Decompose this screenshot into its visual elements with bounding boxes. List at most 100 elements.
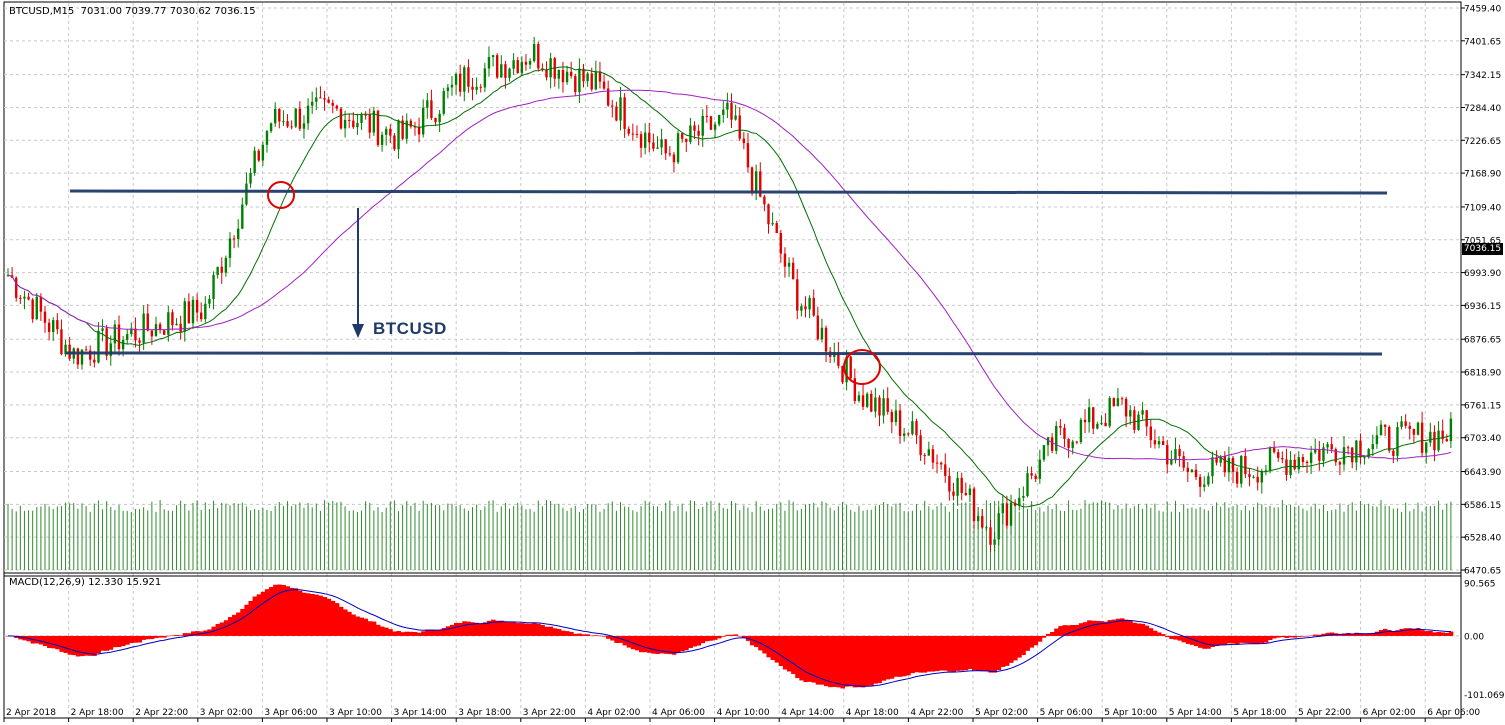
macd-histogram-bar: [1152, 630, 1158, 636]
candle-body: [319, 97, 322, 99]
candle-body: [183, 301, 186, 332]
candle-body: [1412, 428, 1416, 435]
candle-body: [487, 57, 491, 69]
macd-histogram-bar: [388, 629, 393, 636]
price-tick-label: 7342.15: [1464, 71, 1501, 81]
candle-body: [1363, 457, 1366, 459]
candle-body: [927, 449, 931, 456]
candle-body: [60, 329, 63, 355]
candle-body: [1059, 425, 1062, 428]
macd-histogram-bar: [454, 622, 459, 636]
macd-histogram-bar: [392, 631, 397, 636]
time-tick-label: 2 Apr 2018: [6, 708, 56, 718]
candle-body: [1252, 476, 1255, 478]
candle-body: [1161, 441, 1165, 446]
candle-body: [693, 125, 696, 131]
macd-histogram-bar: [1383, 628, 1388, 636]
candle-body: [804, 306, 807, 310]
price-tick-label: 7051.65: [1464, 236, 1501, 246]
macd-histogram-bar: [47, 635, 52, 648]
candle-body: [750, 167, 754, 191]
macd-histogram-bar: [1115, 618, 1121, 636]
candle-body: [1326, 444, 1329, 448]
candle-body: [1034, 475, 1037, 479]
macd-histogram-bar: [412, 631, 418, 636]
candle-body: [783, 253, 787, 267]
macd-histogram-bar: [67, 635, 73, 655]
candle-body: [648, 132, 651, 143]
macd-histogram-bar: [926, 635, 932, 672]
time-tick-label: 2 Apr 22:00: [135, 708, 188, 718]
macd-histogram-bar: [1341, 633, 1347, 636]
macd-histogram-bar: [1148, 628, 1154, 636]
time-tick-label: 5 Apr 02:00: [975, 708, 1028, 718]
candle-body: [171, 312, 174, 326]
macd-histogram-bar: [1045, 633, 1051, 636]
support-level-line[interactable]: [65, 351, 1383, 356]
candle-body: [409, 120, 413, 127]
macd-histogram-bar: [770, 635, 776, 660]
macd-histogram-bar: [363, 618, 369, 636]
macd-histogram-bar: [1156, 632, 1162, 636]
candle-body: [389, 128, 392, 136]
time-tick-label: 4 Apr 14:00: [781, 708, 834, 718]
candle-body: [261, 144, 265, 161]
candle-body: [989, 527, 992, 545]
macd-histogram-bar: [741, 635, 747, 638]
macd-axis: 90.565 0.00 -101.069: [1464, 580, 1505, 702]
macd-histogram-bar: [1259, 635, 1265, 644]
candle-body: [602, 81, 606, 89]
candle-body: [442, 91, 445, 114]
macd-histogram-bar: [1448, 631, 1454, 636]
macd-histogram-bar: [544, 626, 549, 636]
candle-body: [191, 299, 195, 324]
macd-histogram-bar: [614, 635, 619, 643]
macd-histogram-bar: [425, 629, 430, 636]
candle-body: [849, 356, 852, 379]
macd-histogram-bar: [565, 631, 570, 636]
macd-histogram-bar: [1185, 635, 1191, 644]
resistance-level-line[interactable]: [69, 189, 1388, 195]
candle-body: [1268, 447, 1272, 471]
candle-body: [878, 397, 881, 416]
candle-body: [915, 421, 918, 436]
candle-body: [590, 73, 593, 90]
macd-histogram-bar: [729, 634, 734, 636]
macd-histogram-bar: [844, 635, 850, 687]
candle-body: [352, 120, 355, 128]
candle-body: [1137, 414, 1140, 430]
candle-body: [676, 133, 680, 163]
price-tick-label: 6643.90: [1464, 468, 1501, 478]
candle-body: [911, 421, 914, 435]
macd-histogram-bar: [322, 597, 327, 636]
candle-body: [960, 477, 963, 493]
candle-body: [126, 334, 129, 340]
macd-histogram-bar: [334, 603, 340, 636]
macd-histogram-bar: [597, 635, 603, 637]
price-tick-label: 6528.40: [1464, 534, 1501, 544]
macd-histogram-bar: [618, 635, 623, 643]
macd-histogram-bar: [1296, 635, 1302, 637]
macd-histogram-bar: [918, 635, 924, 673]
macd-histogram-bar: [277, 584, 282, 636]
macd-histogram-bar: [511, 622, 517, 636]
candle-body: [594, 71, 598, 90]
macd-histogram-bar: [1008, 635, 1014, 663]
macd-histogram-bar: [815, 635, 821, 685]
candle-body: [1182, 456, 1185, 468]
macd-histogram-bar: [293, 588, 299, 636]
time-tick-label: 3 Apr 22:00: [523, 708, 576, 718]
symbol-annotation[interactable]: BTCUSD: [373, 319, 447, 338]
price-tick-label: 6876.65: [1464, 336, 1501, 346]
macd-histogram-bar: [1099, 621, 1104, 636]
chart-frame: [3, 1, 1462, 719]
macd-histogram-bar: [162, 635, 167, 638]
time-tick-label: 4 Apr 18:00: [846, 708, 899, 718]
macd-histogram-bar: [273, 584, 278, 636]
candle-body: [968, 488, 972, 495]
macd-histogram-bar: [860, 635, 866, 688]
macd-histogram-bar: [906, 635, 911, 676]
macd-histogram-bar: [141, 635, 147, 640]
candle-body: [146, 313, 149, 331]
